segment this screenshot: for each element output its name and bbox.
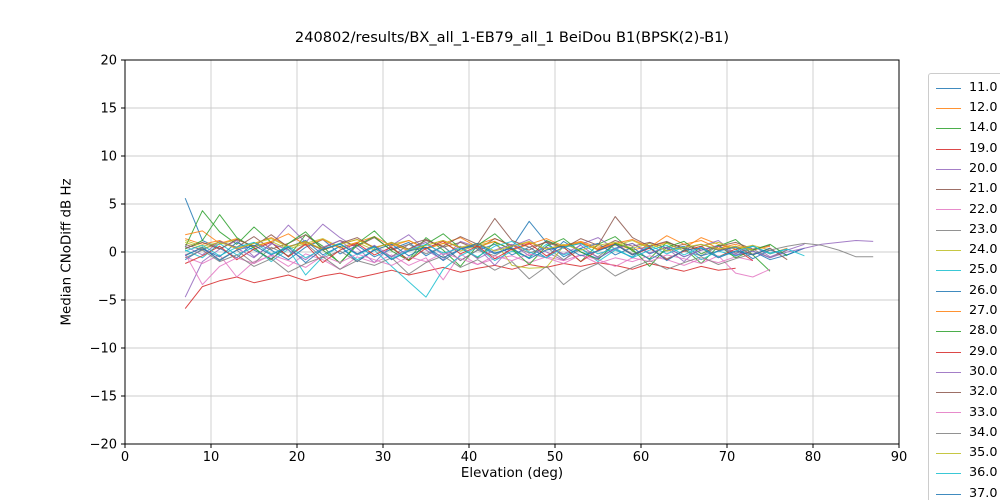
x-tick-label: 10 (203, 450, 220, 465)
legend-label: 36.0 (969, 465, 998, 481)
legend-line-swatch (936, 250, 961, 252)
legend-item-14.0: 14.0 (936, 119, 1000, 139)
legend-label: 23.0 (969, 221, 998, 237)
x-tick-label: 60 (633, 450, 650, 465)
y-tick-label: −10 (90, 342, 117, 357)
chart-title: 240802/results/BX_all_1-EB79_all_1 BeiDo… (294, 29, 730, 46)
legend-line-swatch (936, 107, 961, 109)
legend-item-25.0: 25.0 (936, 261, 1000, 281)
legend-label: 27.0 (969, 303, 998, 319)
legend-item-22.0: 22.0 (936, 200, 1000, 220)
legend-item-37.0: 37.0 (936, 484, 1000, 500)
y-tick-label: −5 (98, 294, 117, 309)
legend-line-swatch (936, 209, 961, 211)
x-tick-label: 20 (289, 450, 306, 465)
x-tick-label: 30 (375, 450, 392, 465)
legend-line-swatch (936, 452, 961, 454)
legend-box: 11.0 12.0 14.0 19.0 20.0 21.0 22.0 23.0 24.0 25.0… (928, 73, 1000, 500)
series-line-27.0 (185, 230, 771, 251)
legend-line-swatch (936, 310, 961, 312)
legend-label: 19.0 (969, 140, 998, 156)
y-tick-label: −15 (90, 390, 117, 405)
legend-line-swatch (936, 493, 961, 495)
legend-item-21.0: 21.0 (936, 179, 1000, 199)
legend-line-swatch (936, 473, 961, 475)
legend-item-36.0: 36.0 (936, 464, 1000, 484)
series-line-36.0 (185, 240, 805, 260)
legend-line-swatch (936, 412, 961, 414)
legend-line-swatch (936, 351, 961, 353)
legend-item-27.0: 27.0 (936, 301, 1000, 321)
y-tick-label: 10 (100, 150, 117, 165)
x-tick-label: 70 (719, 450, 736, 465)
legend-label: 32.0 (969, 384, 998, 400)
legend-line-swatch (936, 331, 961, 333)
legend-line-swatch (936, 87, 961, 89)
legend-line-swatch (936, 290, 961, 292)
legend-item-20.0: 20.0 (936, 159, 1000, 179)
y-tick-label: 20 (100, 54, 117, 69)
legend-label: 12.0 (969, 100, 998, 116)
legend-line-swatch (936, 148, 961, 150)
legend-item-24.0: 24.0 (936, 240, 1000, 260)
legend-item-35.0: 35.0 (936, 443, 1000, 463)
x-tick-label: 90 (891, 450, 908, 465)
legend-label: 33.0 (969, 404, 998, 420)
series-line-21.0 (185, 234, 771, 251)
legend-item-32.0: 32.0 (936, 382, 1000, 402)
legend-item-28.0: 28.0 (936, 322, 1000, 342)
legend-label: 22.0 (969, 201, 998, 217)
legend-label: 14.0 (969, 120, 998, 136)
legend-label: 34.0 (969, 424, 998, 440)
x-tick-label: 40 (461, 450, 478, 465)
y-tick-label: 15 (100, 102, 117, 117)
legend-label: 35.0 (969, 445, 998, 461)
legend-label: 25.0 (969, 262, 998, 278)
legend-line-swatch (936, 189, 961, 191)
x-tick-label: 80 (805, 450, 822, 465)
legend-item-26.0: 26.0 (936, 281, 1000, 301)
legend-label: 11.0 (969, 79, 998, 95)
legend-label: 21.0 (969, 181, 998, 197)
legend-line-swatch (936, 371, 961, 373)
legend-item-34.0: 34.0 (936, 423, 1000, 443)
legend-label: 26.0 (969, 282, 998, 298)
legend-line-swatch (936, 229, 961, 231)
series-line-19.0 (184, 262, 736, 309)
legend-line-swatch (936, 270, 961, 272)
legend-label: 28.0 (969, 323, 998, 339)
series-line-30.0 (184, 240, 874, 261)
legend-label: 24.0 (969, 242, 998, 258)
legend-label: 37.0 (969, 485, 998, 500)
series-line-33.0 (184, 252, 771, 286)
legend-label: 29.0 (969, 343, 998, 359)
series-line-32.0 (185, 216, 788, 261)
legend-line-swatch (936, 432, 961, 434)
x-tick-label: 50 (547, 450, 564, 465)
legend-item-19.0: 19.0 (936, 139, 1000, 159)
legend-label: 20.0 (969, 160, 998, 176)
legend-line-swatch (936, 168, 961, 170)
legend-item-11.0: 11.0 (936, 78, 1000, 98)
y-tick-label: 5 (109, 198, 117, 213)
series-line-37.0 (184, 242, 771, 264)
legend-line-swatch (936, 128, 961, 130)
legend-line-swatch (936, 392, 961, 394)
y-tick-label: −20 (90, 438, 117, 453)
legend-item-30.0: 30.0 (936, 362, 1000, 382)
legend-item-23.0: 23.0 (936, 220, 1000, 240)
legend-label: 30.0 (969, 363, 998, 379)
x-axis-label: Elevation (deg) (460, 466, 564, 481)
legend-item-33.0: 33.0 (936, 403, 1000, 423)
y-tick-label: 0 (109, 246, 117, 261)
x-tick-label: 0 (121, 450, 129, 465)
legend-item-29.0: 29.0 (936, 342, 1000, 362)
legend-item-12.0: 12.0 (936, 98, 1000, 118)
